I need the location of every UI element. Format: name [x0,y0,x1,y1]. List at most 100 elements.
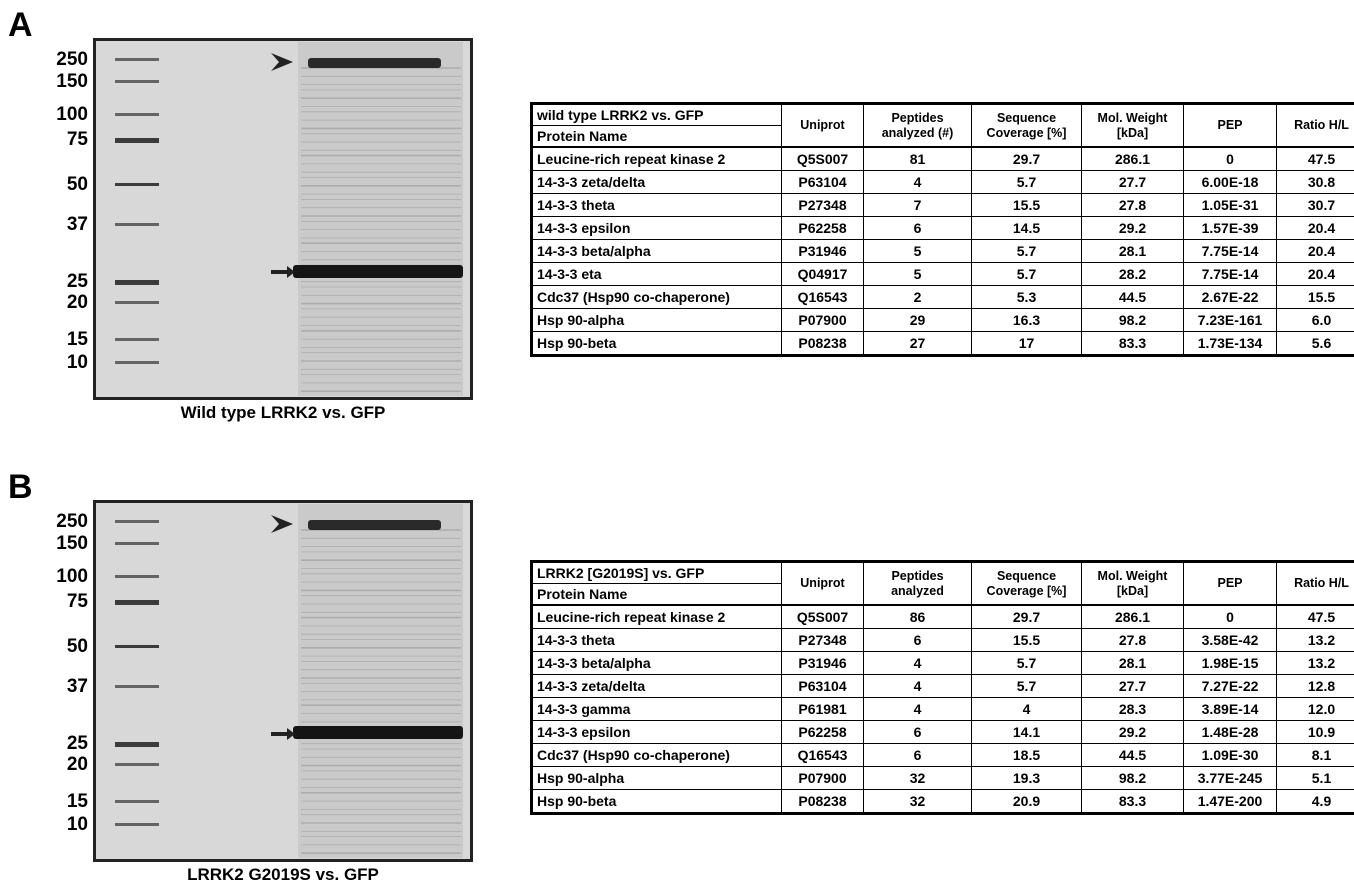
table-cell: 6 [864,721,972,744]
ladder-band [115,58,159,61]
page: A25015010075503725201510Wild type LRRK2 … [0,0,1354,886]
ladder-band [115,645,159,648]
table-cell: 6 [864,744,972,767]
table-cell: 44.5 [1082,286,1184,309]
table-cell: 28.3 [1082,698,1184,721]
marker-label: 50 [28,175,88,195]
ladder-band [115,361,159,364]
table-cell: 1.05E-31 [1184,194,1277,217]
table-cell: 20.4 [1277,240,1354,263]
table-cell: P62258 [782,217,864,240]
table-cell: 29.7 [972,605,1082,629]
table-cell: 1.09E-30 [1184,744,1277,767]
marker-label: 25 [28,272,88,292]
ladder-band [115,338,159,341]
table-cell: 14-3-3 zeta/delta [532,171,782,194]
marker-label: 10 [28,815,88,835]
lane [298,504,463,858]
ladder-band [115,685,159,688]
table-cell: 29 [864,309,972,332]
column-header: Mol. Weight [kDa] [1082,104,1184,148]
table-cell: 12.8 [1277,675,1354,698]
marker-label: 50 [28,637,88,657]
table-cell: 4 [864,698,972,721]
table-cell: P07900 [782,309,864,332]
table-cell: 0 [1184,147,1277,171]
column-header: PEP [1184,562,1277,606]
table-cell: 12.0 [1277,698,1354,721]
table-cell: 15.5 [1277,286,1354,309]
main-band [293,265,463,278]
column-header: Uniprot [782,104,864,148]
table-cell: 6 [864,629,972,652]
table-cell: P27348 [782,194,864,217]
ladder-band [115,763,159,766]
table-cell: 27.8 [1082,629,1184,652]
table-cell: Q5S007 [782,605,864,629]
table-cell: 15.5 [972,194,1082,217]
table-cell: 98.2 [1082,309,1184,332]
column-header: Mol. Weight [kDa] [1082,562,1184,606]
marker-label: 250 [28,50,88,70]
table-row: Hsp 90-betaP082383220.983.31.47E-2004.9 [532,790,1354,814]
table-cell: 14-3-3 beta/alpha [532,240,782,263]
table-cell: 0 [1184,605,1277,629]
table-cell: P07900 [782,767,864,790]
gel-image [93,38,474,401]
marker-label: 15 [28,792,88,812]
table-cell: 5.7 [972,240,1082,263]
table-cell: 6.00E-18 [1184,171,1277,194]
table-cell: 4 [972,698,1082,721]
lane [298,42,463,396]
marker-label: 20 [28,293,88,313]
table-cell: 1.48E-28 [1184,721,1277,744]
data-table: wild type LRRK2 vs. GFPUniprotPeptides a… [530,102,1354,357]
table-cell: 32 [864,767,972,790]
table-cell: 7.23E-161 [1184,309,1277,332]
table-cell: Q04917 [782,263,864,286]
table-cell: 10.9 [1277,721,1354,744]
table-cell: 7 [864,194,972,217]
table-cell: 4 [864,171,972,194]
table-cell: 83.3 [1082,332,1184,356]
table-cell: Cdc37 (Hsp90 co-chaperone) [532,744,782,767]
table-cell: 4 [864,675,972,698]
table-cell: 47.5 [1277,605,1354,629]
ladder-band [115,183,159,186]
table-cell: 1.47E-200 [1184,790,1277,814]
ladder-band [115,542,159,545]
table-cell: 30.8 [1277,171,1354,194]
header-name: Protein Name [532,126,782,148]
panel-label: B [8,468,33,507]
marker-label: 75 [28,130,88,150]
table-cell: Hsp 90-beta [532,332,782,356]
table-cell: P63104 [782,675,864,698]
ladder-band [115,80,159,83]
column-header: Sequence Coverage [%] [972,104,1082,148]
table-cell: 20.4 [1277,217,1354,240]
table-row: Hsp 90-betaP08238271783.31.73E-1345.6 [532,332,1354,356]
ladder-band [115,138,159,143]
column-header: PEP [1184,104,1277,148]
table-cell: 286.1 [1082,605,1184,629]
table-cell: 14-3-3 zeta/delta [532,675,782,698]
ladder-band [115,113,159,116]
table-cell: 3.77E-245 [1184,767,1277,790]
table-cell: P31946 [782,652,864,675]
ladder-band [115,823,159,826]
table-cell: 83.3 [1082,790,1184,814]
ladder-band [115,800,159,803]
table-cell: 7.75E-14 [1184,263,1277,286]
table-cell: 28.1 [1082,652,1184,675]
table-cell: 5 [864,263,972,286]
table-cell: P63104 [782,171,864,194]
table-cell: 5.1 [1277,767,1354,790]
